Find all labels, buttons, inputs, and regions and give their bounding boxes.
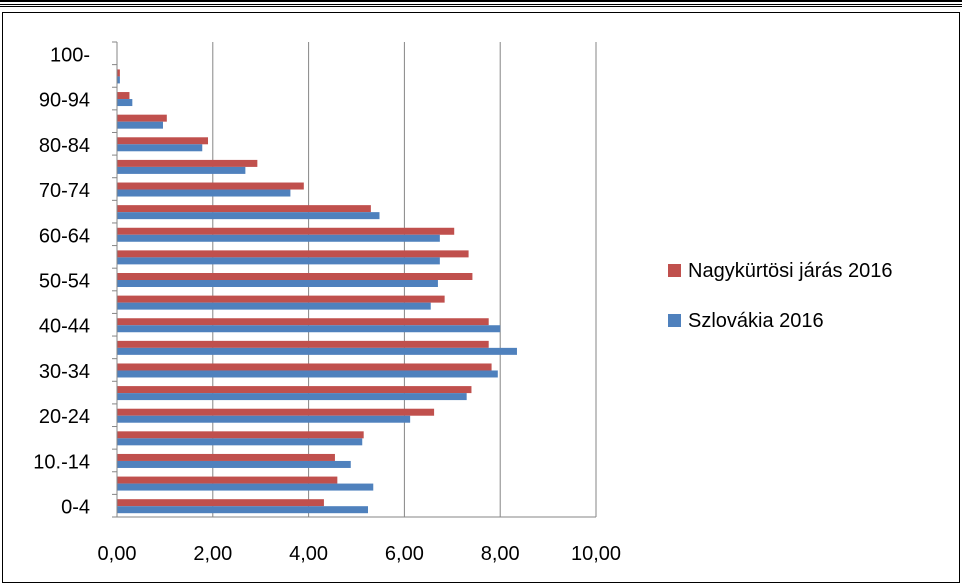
bar-nagykurtos [117, 318, 489, 326]
top-border [0, 0, 962, 7]
bar-nagykurtos [117, 205, 371, 213]
bars [117, 69, 517, 514]
x-tick-label: 4,00 [289, 543, 328, 565]
bar-nagykurtos [117, 340, 489, 348]
bar-szlovakia [117, 415, 411, 423]
category-label: 10.-14 [33, 451, 90, 473]
x-tick-label: 6,00 [385, 543, 424, 565]
bar-szlovakia [117, 370, 498, 378]
bar-szlovakia [117, 438, 363, 446]
category-label: 70-74 [39, 180, 90, 202]
x-tick-labels: 0,00 2,00 4,00 6,00 8,00 10,00 [98, 543, 622, 565]
bar-nagykurtos [117, 363, 492, 371]
bar-szlovakia [117, 506, 368, 514]
category-label: 90-94 [39, 90, 90, 112]
bar-nagykurtos [117, 69, 120, 77]
bar-nagykurtos [117, 273, 473, 280]
x-tick-label: 10,00 [571, 543, 621, 565]
y-axis [112, 41, 596, 518]
bar-nagykurtos [117, 408, 435, 416]
bar-szlovakia [117, 121, 163, 129]
bar-nagykurtos [117, 159, 258, 167]
category-label: 100- [50, 44, 90, 66]
bar-szlovakia [117, 302, 431, 310]
bar-szlovakia [117, 460, 351, 468]
bar-nagykurtos [117, 182, 304, 190]
bar-szlovakia [117, 144, 203, 152]
category-label: 30-34 [39, 361, 90, 383]
bar-nagykurtos [117, 453, 335, 461]
bar-nagykurtos [117, 386, 472, 394]
category-labels: 0-4 10.-14 20-24 30-34 40-44 50-54 60-64 70-74 8… [33, 44, 90, 518]
bar-nagykurtos [117, 250, 469, 258]
legend-swatch [668, 314, 681, 327]
category-label: 20-24 [39, 406, 90, 428]
bar-nagykurtos [117, 431, 364, 439]
bar-szlovakia [117, 280, 438, 287]
bar-szlovakia [117, 257, 440, 265]
bar-nagykurtos [117, 295, 445, 303]
bar-szlovakia [117, 212, 380, 220]
bar-szlovakia [117, 347, 517, 355]
x-tick-label: 2,00 [193, 543, 232, 565]
bar-szlovakia [117, 234, 440, 242]
bar-szlovakia [117, 325, 501, 333]
bar-szlovakia [117, 76, 120, 84]
bar-nagykurtos [117, 227, 455, 235]
legend: Nagykürtösi járás 2016 Szlovákia 2016 [668, 260, 893, 332]
bar-szlovakia [117, 483, 374, 491]
legend-swatch [668, 264, 681, 277]
bar-szlovakia [117, 189, 291, 197]
category-label: 60-64 [39, 225, 90, 247]
bar-nagykurtos [117, 137, 209, 145]
x-tick-label: 8,00 [481, 543, 520, 565]
legend-label: Nagykürtösi járás 2016 [688, 260, 893, 282]
bar-szlovakia [117, 393, 467, 401]
bar-szlovakia [117, 99, 133, 107]
bar-nagykurtos [117, 499, 324, 507]
bar-nagykurtos [117, 476, 338, 484]
legend-label: Szlovákia 2016 [688, 310, 824, 332]
bar-szlovakia [117, 166, 246, 174]
category-label: 50-54 [39, 271, 90, 293]
category-label: 80-84 [39, 135, 90, 157]
category-label: 40-44 [39, 316, 90, 338]
bar-nagykurtos [117, 92, 130, 100]
bar-nagykurtos [117, 114, 167, 122]
x-tick-label: 0,00 [98, 543, 137, 565]
category-label: 0-4 [61, 497, 90, 519]
